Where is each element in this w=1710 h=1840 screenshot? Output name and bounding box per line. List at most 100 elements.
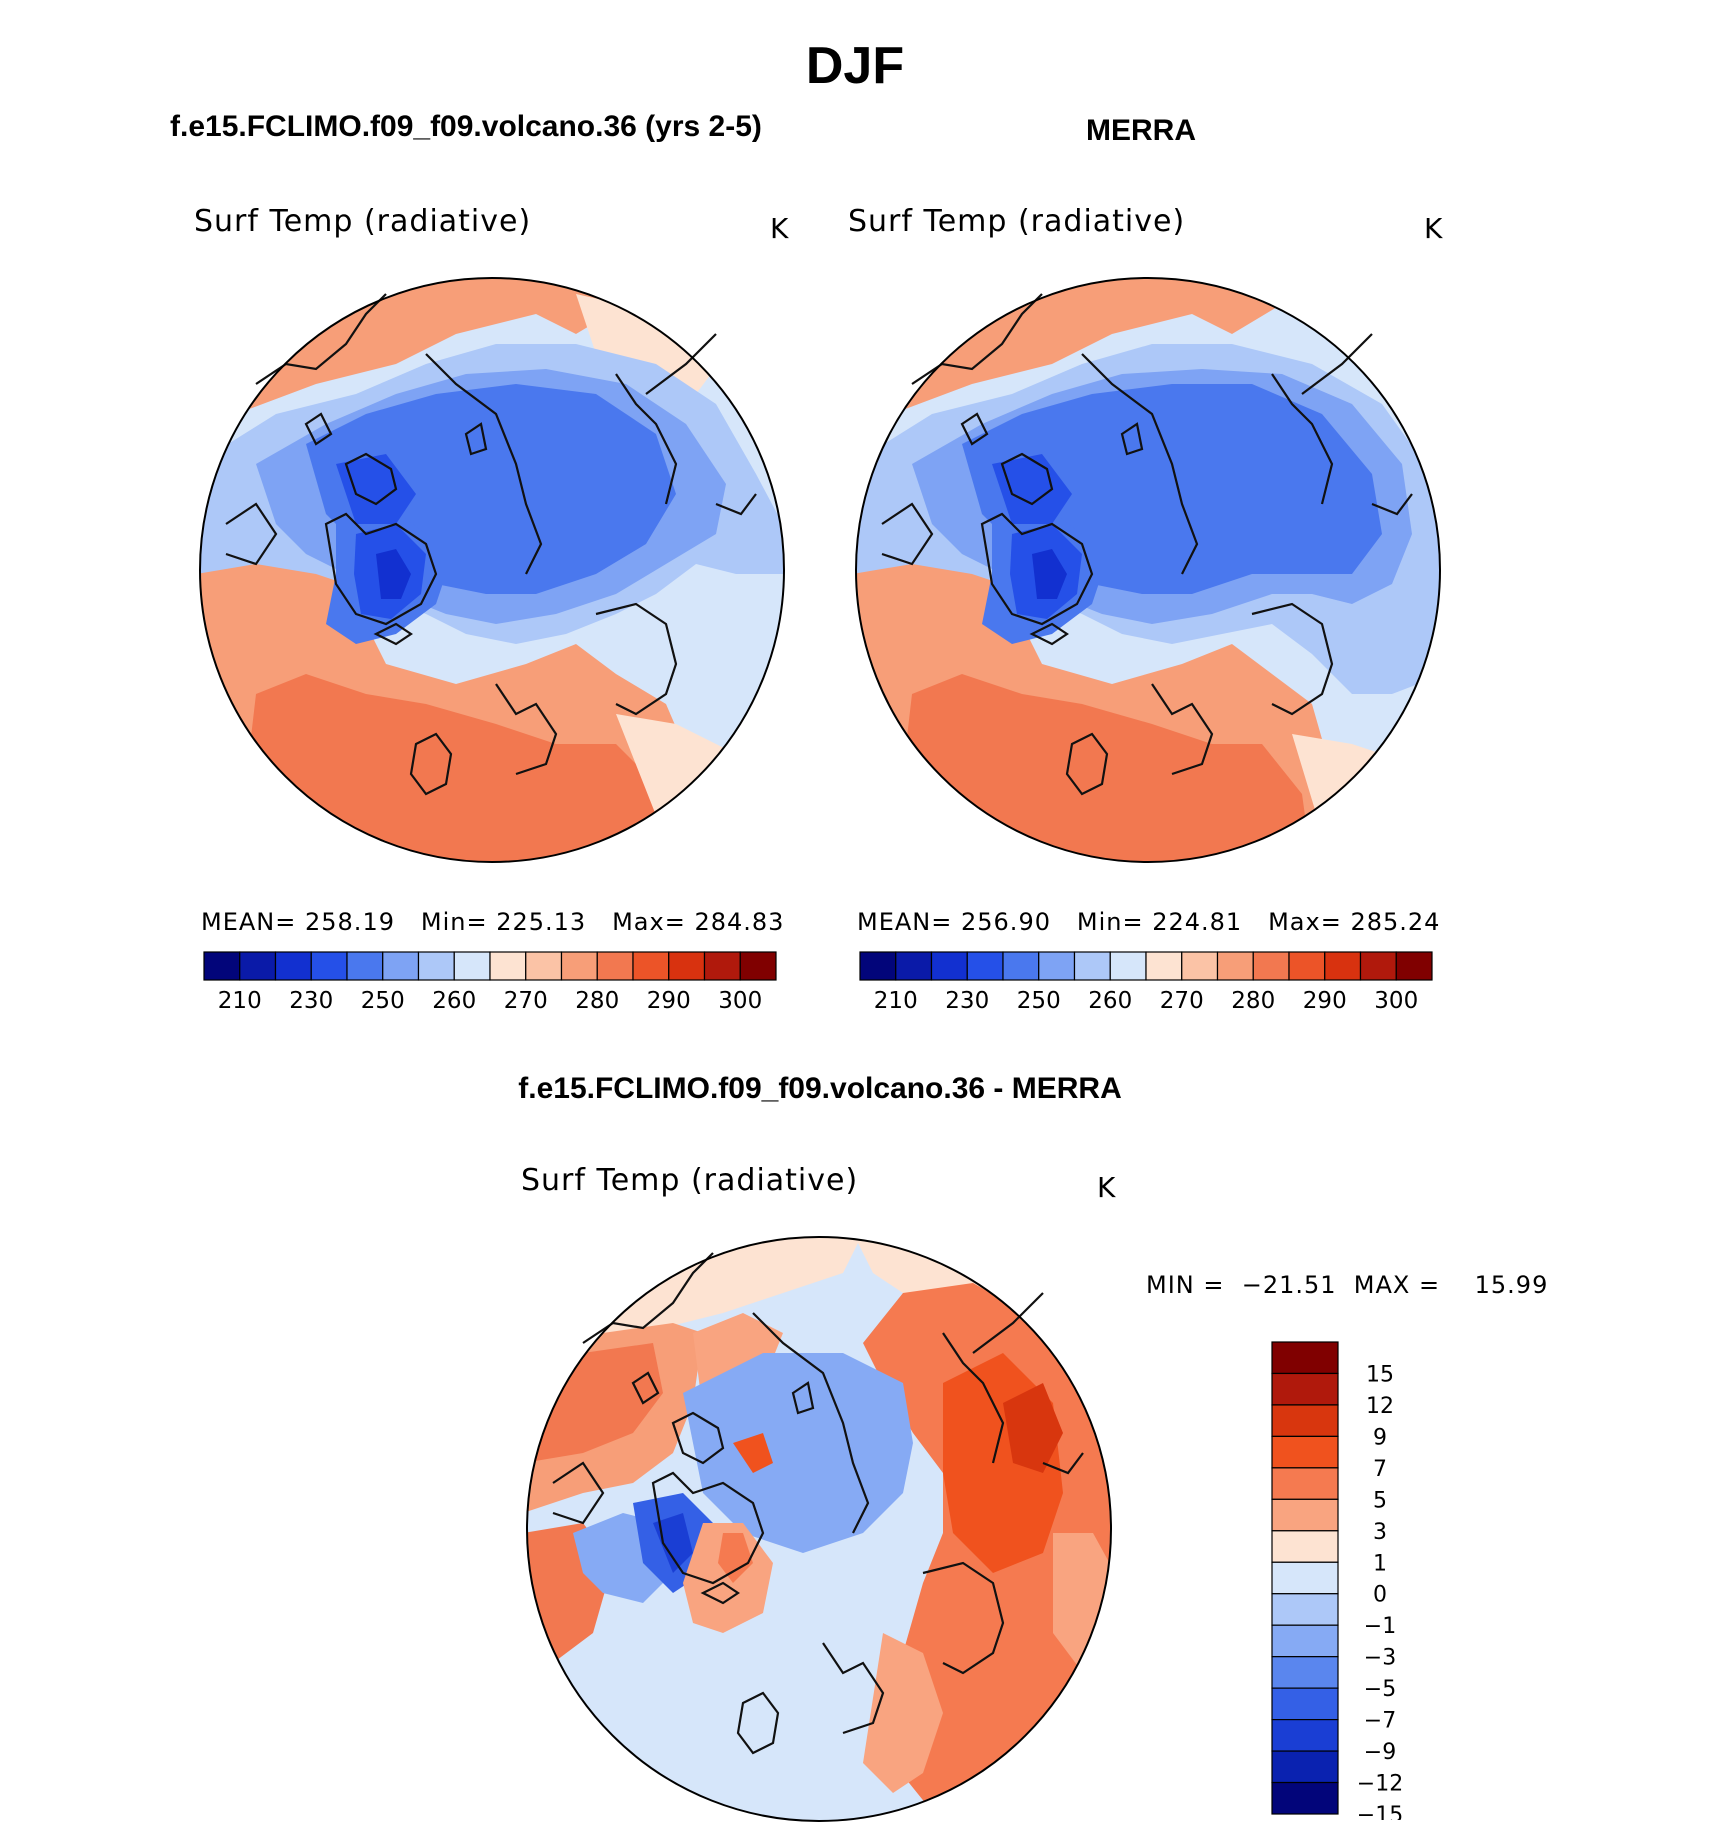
colorbar-tick-label: −12 [1357, 1772, 1403, 1797]
panel-left-stats: MEAN= 258.19 Min= 225.13 Max= 284.83 [201, 908, 784, 936]
colorbar-swatch [1271, 1498, 1339, 1532]
colorbar-swatch [310, 951, 348, 981]
colorbar-swatch [1181, 951, 1219, 981]
colorbar-tick-label: 230 [289, 988, 333, 1014]
min-label: Min= [420, 908, 488, 936]
colorbar-tick-label: −15 [1357, 1803, 1403, 1820]
colorbar-swatch [382, 951, 420, 981]
panel-right-stats: MEAN= 256.90 Min= 224.81 Max= 285.24 [857, 908, 1440, 936]
colorbar-tick-label: −5 [1364, 1677, 1396, 1702]
colorbar-swatch [859, 951, 897, 981]
max-value: 284.83 [694, 908, 785, 936]
colorbar-difference: 15 12 9 7 5 3 1 0 −1 −3 −5 −7 −9 −12 −15 [1271, 1341, 1403, 1820]
colorbar-swatch [1109, 951, 1147, 981]
colorbar-tick-label: 7 [1373, 1457, 1387, 1482]
colorbar-swatch [930, 951, 968, 981]
colorbar-tick-label: −9 [1364, 1740, 1396, 1765]
map-left-model [199, 277, 785, 863]
diff-variable-label: Surf Temp (radiative) [521, 1163, 859, 1198]
colorbar-swatch [1271, 1467, 1339, 1500]
map-difference [526, 1236, 1112, 1822]
max-value: 285.24 [1350, 908, 1441, 936]
colorbar-swatch [1271, 1624, 1339, 1658]
colorbar-tick-label: 290 [647, 988, 691, 1014]
min-label: Min= [1076, 908, 1144, 936]
colorbar-tick-label: 9 [1373, 1425, 1387, 1450]
colorbar-swatch [1271, 1561, 1339, 1595]
panel-left-units-label: K [770, 212, 790, 245]
colorbar-swatch [1271, 1781, 1339, 1815]
panel-left-heading: f.e15.FCLIMO.f09_f09.volcano.36 (yrs 2-5… [170, 110, 762, 143]
colorbar-tick-label: 210 [218, 988, 262, 1014]
min-value: 225.13 [496, 908, 587, 936]
diff-minmax: MIN = −21.51 MAX = 15.99 [1146, 1271, 1549, 1299]
colorbar-swatch [274, 951, 312, 981]
colorbar-swatch [668, 951, 706, 981]
colorbar-swatch [1271, 1404, 1339, 1438]
colorbar-swatch [1038, 951, 1076, 981]
colorbar-tick-label: 280 [1231, 988, 1275, 1014]
colorbar-tick-label: 230 [945, 988, 989, 1014]
colorbar-right: 210 230 250 260 270 280 290 300 [859, 951, 1433, 1014]
colorbar-swatch [1288, 951, 1326, 981]
colorbar-tick-label: 300 [1374, 988, 1418, 1014]
panel-right-heading: MERRA [1086, 114, 1196, 147]
colorbar-swatch [1002, 951, 1040, 981]
panel-right-variable-label: Surf Temp (radiative) [848, 204, 1186, 239]
colorbar-swatch [739, 951, 777, 981]
diff-heading: f.e15.FCLIMO.f09_f09.volcano.36 - MERRA [518, 1072, 1122, 1105]
colorbar-swatch [1271, 1372, 1339, 1406]
diff-units-label: K [1097, 1171, 1117, 1204]
colorbar-tick-label: 3 [1373, 1520, 1387, 1545]
colorbar-swatch [1271, 1719, 1339, 1752]
colorbar-swatch [632, 951, 670, 981]
colorbar-tick-label: −1 [1364, 1614, 1396, 1639]
colorbar-tick-label: 250 [361, 988, 405, 1014]
colorbar-swatch [1271, 1656, 1339, 1689]
colorbar-tick-label: 5 [1373, 1488, 1387, 1513]
panel-left-variable-label: Surf Temp (radiative) [194, 204, 532, 239]
colorbar-swatch [1271, 1750, 1339, 1784]
colorbar-swatch [1252, 951, 1290, 981]
colorbar-swatch [239, 951, 277, 981]
mean-value: 256.90 [961, 908, 1051, 936]
colorbar-swatch [1271, 1530, 1339, 1563]
colorbar-swatch [453, 951, 491, 981]
colorbar-swatch [417, 951, 455, 981]
colorbar-swatch [895, 951, 933, 981]
colorbar-swatch [1271, 1341, 1339, 1375]
colorbar-swatch [203, 951, 241, 981]
colorbar-left: 210 230 250 260 270 280 290 300 [203, 951, 777, 1014]
mean-label: MEAN= [857, 908, 953, 936]
colorbar-swatch [346, 951, 384, 981]
colorbar-tick-label: 260 [1088, 988, 1132, 1014]
colorbar-tick-label: 250 [1017, 988, 1061, 1014]
colorbar-tick-label: −7 [1364, 1709, 1396, 1734]
colorbar-tick-label: 12 [1366, 1394, 1394, 1419]
colorbar-tick-label: 210 [874, 988, 918, 1014]
colorbar-swatch [703, 951, 741, 981]
panel-right-units-label: K [1424, 212, 1444, 245]
min-value: 224.81 [1152, 908, 1243, 936]
colorbar-tick-label: 270 [1160, 988, 1204, 1014]
colorbar-swatch [489, 951, 527, 981]
colorbar-swatch [1395, 951, 1433, 981]
colorbar-swatch [1271, 1593, 1339, 1626]
mean-label: MEAN= [201, 908, 297, 936]
mean-value: 258.19 [305, 908, 395, 936]
colorbar-tick-label: 260 [432, 988, 476, 1014]
max-label: Max= [612, 908, 686, 936]
colorbar-swatch [1324, 951, 1362, 981]
max-label: Max= [1268, 908, 1342, 936]
colorbar-tick-label: 0 [1373, 1583, 1387, 1608]
colorbar-tick-label: −3 [1364, 1646, 1396, 1671]
colorbar-tick-label: 270 [504, 988, 548, 1014]
colorbar-swatch [966, 951, 1004, 981]
colorbar-tick-label: 290 [1303, 988, 1347, 1014]
colorbar-tick-label: 1 [1373, 1551, 1387, 1576]
colorbar-swatch [560, 951, 598, 981]
colorbar-swatch [1145, 951, 1183, 981]
colorbar-swatch [596, 951, 634, 981]
figure-title: DJF [805, 37, 905, 95]
colorbar-swatch [1359, 951, 1397, 981]
